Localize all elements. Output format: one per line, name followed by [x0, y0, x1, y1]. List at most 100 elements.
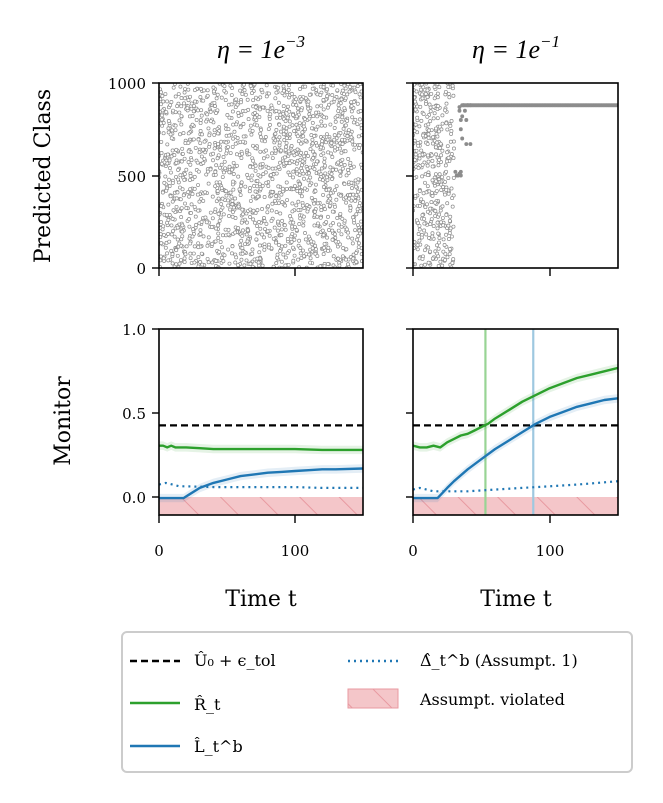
scatter-point: [276, 242, 281, 247]
scatter-point: [169, 136, 174, 141]
scatter-point: [211, 158, 215, 163]
scatter-point: [358, 209, 363, 214]
scatter-point: [313, 189, 318, 194]
scatter-point: [355, 237, 359, 242]
lines-bottom-right: [413, 329, 618, 515]
scatter-point: [290, 209, 295, 214]
scatter-point: [358, 117, 362, 122]
scatter-point: [278, 160, 282, 165]
scatter-point: [187, 224, 192, 229]
scatter-point: [417, 238, 422, 243]
scatter-point: [266, 204, 271, 209]
scatter-point: [161, 131, 166, 136]
scatter-point: [231, 122, 236, 127]
scatter-point: [218, 147, 223, 152]
scatter-point: [205, 169, 210, 174]
scatter-point: [435, 116, 440, 121]
scatter-point: [342, 218, 347, 223]
scatter-point: [315, 159, 320, 164]
scatter-point: [460, 114, 465, 119]
scatter-point: [253, 168, 258, 173]
scatter-point: [242, 242, 247, 247]
scatter-point: [319, 205, 324, 210]
scatter-point: [251, 208, 256, 213]
scatter-point: [342, 92, 347, 96]
scatter-point: [223, 98, 228, 103]
scatter-point: [210, 260, 215, 265]
scatter-point: [417, 156, 422, 161]
scatter-point: [205, 112, 210, 117]
scatter-point: [231, 205, 236, 210]
scatter-point: [169, 248, 174, 253]
scatter-point: [358, 109, 363, 113]
scatter-point: [306, 178, 311, 183]
scatter-point: [443, 192, 447, 197]
scatter-point: [234, 255, 239, 260]
scatter-point: [169, 232, 174, 237]
scatter-point: [430, 234, 435, 239]
scatter-point: [182, 177, 187, 182]
scatter-point: [347, 89, 352, 94]
scatter-point: [211, 89, 216, 94]
scatter-point: [245, 239, 250, 244]
scatter-point: [190, 122, 195, 127]
scatter-point: [314, 143, 319, 148]
scatter-point: [189, 202, 194, 207]
scatter-point: [298, 87, 302, 91]
scatter-point: [283, 263, 288, 268]
scatter-point: [202, 139, 207, 144]
scatter-point: [231, 172, 236, 176]
scatter-point: [308, 256, 313, 261]
scatter-point: [292, 253, 297, 258]
scatter-point: [444, 188, 449, 193]
scatter-point: [333, 145, 337, 150]
scatter-point: [274, 128, 279, 132]
scatter-point: [337, 146, 342, 151]
scatter-point: [437, 124, 442, 129]
scatter-point: [165, 152, 170, 157]
scatter-point: [230, 251, 234, 256]
scatter-point: [174, 262, 179, 267]
scatter-point: [350, 186, 354, 191]
scatter-point: [226, 232, 231, 237]
scatter-point: [433, 200, 438, 205]
scatter-point: [190, 113, 195, 118]
scatter-point: [340, 141, 345, 146]
scatter-point: [332, 232, 337, 237]
scatter-point: [177, 118, 182, 123]
scatter-point: [286, 262, 291, 267]
scatter-point: [250, 128, 255, 133]
scatter-point: [330, 237, 335, 242]
scatter-point: [353, 198, 358, 203]
scatter-point: [283, 243, 288, 248]
scatter-point: [277, 135, 282, 140]
scatter-point: [227, 133, 232, 138]
scatter-point: [195, 160, 200, 165]
scatter-point: [321, 252, 326, 257]
scatter-point: [321, 85, 326, 89]
scatter-point: [430, 141, 435, 146]
xlabel-left: Time t: [225, 587, 297, 612]
scatter-point: [417, 124, 422, 129]
scatter-point: [258, 226, 263, 231]
scatter-point: [196, 255, 201, 260]
scatter-point: [197, 150, 202, 155]
scatter-point: [266, 91, 271, 96]
scatter-point: [444, 232, 449, 237]
scatter-point: [414, 89, 419, 94]
scatter-point: [274, 194, 279, 199]
scatter-point: [287, 161, 292, 166]
scatter-point: [433, 209, 438, 213]
scatter-point: [206, 260, 211, 265]
scatter-point: [260, 232, 264, 237]
scatter-point: [166, 217, 171, 222]
scatter-point: [311, 114, 316, 119]
scatter-point: [464, 142, 469, 146]
scatter-point: [187, 236, 192, 241]
scatter-point: [337, 263, 342, 268]
scatter-point: [289, 217, 294, 222]
scatter-point: [261, 156, 266, 161]
scatter-point: [421, 85, 426, 90]
scatter-point: [439, 188, 444, 192]
ytick-label: 1000: [108, 75, 146, 93]
